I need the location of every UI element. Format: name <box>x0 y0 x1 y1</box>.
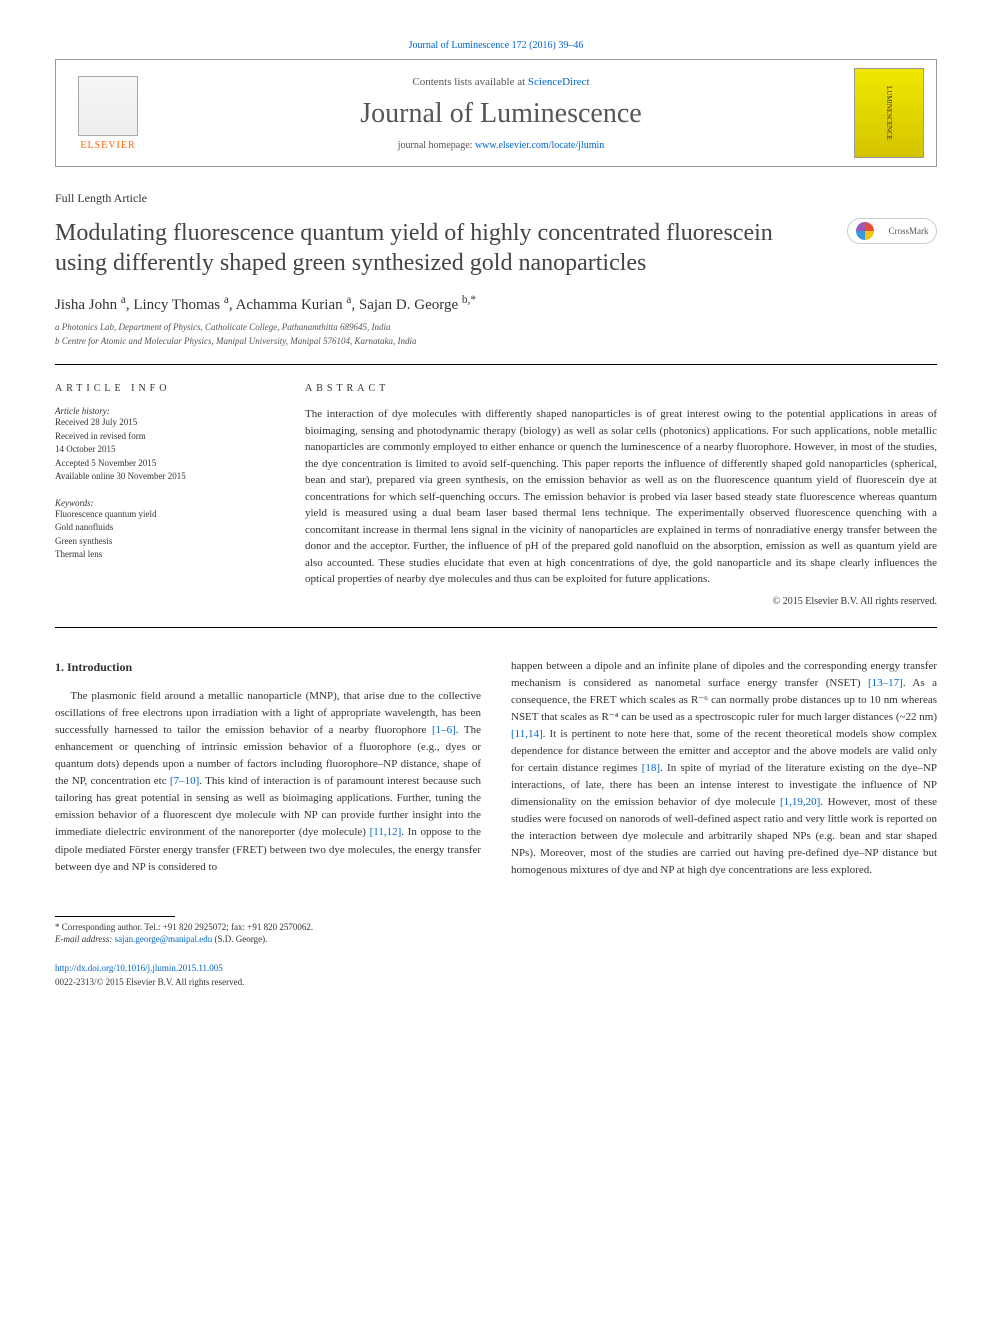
article-type: Full Length Article <box>55 191 937 206</box>
email-label: E-mail address: <box>55 934 115 944</box>
email-link[interactable]: sajan.george@manipal.edu <box>115 934 213 944</box>
sciencedirect-link[interactable]: ScienceDirect <box>528 76 590 88</box>
history-item: Received 28 July 2015 <box>55 416 265 430</box>
keyword: Green synthesis <box>55 535 265 549</box>
ref-link[interactable]: [13–17] <box>868 677 903 689</box>
abstract-text: The interaction of dye molecules with di… <box>305 406 937 588</box>
homepage-line: journal homepage: www.elsevier.com/locat… <box>148 140 854 151</box>
intro-paragraph: The plasmonic field around a metallic na… <box>55 688 481 876</box>
keyword: Fluorescence quantum yield <box>55 508 265 522</box>
keyword: Gold nanofluids <box>55 521 265 535</box>
elsevier-logo: ELSEVIER <box>68 68 148 158</box>
ref-link[interactable]: [1–6] <box>432 724 456 736</box>
body-column-right: happen between a dipole and an infinite … <box>511 658 937 990</box>
contents-line: Contents lists available at ScienceDirec… <box>148 76 854 88</box>
divider <box>55 364 937 365</box>
body-column-left: 1. Introduction The plasmonic field arou… <box>55 658 481 990</box>
abstract-copyright: © 2015 Elsevier B.V. All rights reserved… <box>305 596 937 607</box>
authors-line: Jisha John a, Lincy Thomas a, Achamma Ku… <box>55 294 937 314</box>
history-item: Accepted 5 November 2015 <box>55 457 265 471</box>
affiliation-b: b Centre for Atomic and Molecular Physic… <box>55 336 937 346</box>
ref-link[interactable]: [18] <box>642 762 660 774</box>
affiliation-a: a Photonics Lab, Department of Physics, … <box>55 322 937 332</box>
journal-citation[interactable]: Journal of Luminescence 172 (2016) 39–46 <box>55 40 937 51</box>
footnote-divider <box>55 916 175 917</box>
ref-link[interactable]: [11,12] <box>370 826 402 838</box>
homepage-pre: journal homepage: <box>398 140 475 151</box>
journal-name: Journal of Luminescence <box>148 98 854 130</box>
crossmark-icon <box>856 222 874 240</box>
intro-heading: 1. Introduction <box>55 658 481 677</box>
text-run: The plasmonic field around a metallic na… <box>55 690 481 736</box>
crossmark-label: CrossMark <box>889 226 929 236</box>
issn-line: 0022-2313/© 2015 Elsevier B.V. All right… <box>55 976 481 990</box>
article-title: Modulating fluorescence quantum yield of… <box>55 218 827 278</box>
divider <box>55 627 937 628</box>
history-item: Available online 30 November 2015 <box>55 470 265 484</box>
keyword: Thermal lens <box>55 548 265 562</box>
email-post: (S.D. George). <box>212 934 267 944</box>
contents-pre: Contents lists available at <box>412 76 527 88</box>
article-info-label: ARTICLE INFO <box>55 383 265 394</box>
intro-paragraph-cont: happen between a dipole and an infinite … <box>511 658 937 880</box>
history-item: 14 October 2015 <box>55 443 265 457</box>
email-footnote: E-mail address: sajan.george@manipal.edu… <box>55 933 481 946</box>
elsevier-label: ELSEVIER <box>80 140 135 151</box>
doi-link[interactable]: http://dx.doi.org/10.1016/j.jlumin.2015.… <box>55 962 481 976</box>
history-item: Received in revised form <box>55 430 265 444</box>
crossmark-badge[interactable]: CrossMark <box>847 218 937 244</box>
journal-header: ELSEVIER Contents lists available at Sci… <box>55 59 937 167</box>
keywords-label: Keywords: <box>55 498 265 508</box>
ref-link[interactable]: [11,14] <box>511 728 543 740</box>
corresponding-footnote: * Corresponding author. Tel.: +91 820 29… <box>55 921 481 934</box>
history-label: Article history: <box>55 406 265 416</box>
ref-link[interactable]: [7–10] <box>170 775 199 787</box>
journal-cover-icon: LUMINESCENCE <box>854 68 924 158</box>
abstract-label: ABSTRACT <box>305 383 937 394</box>
ref-link[interactable]: [1,19,20] <box>780 796 820 808</box>
homepage-link[interactable]: www.elsevier.com/locate/jlumin <box>475 140 604 151</box>
tree-icon <box>78 76 138 136</box>
